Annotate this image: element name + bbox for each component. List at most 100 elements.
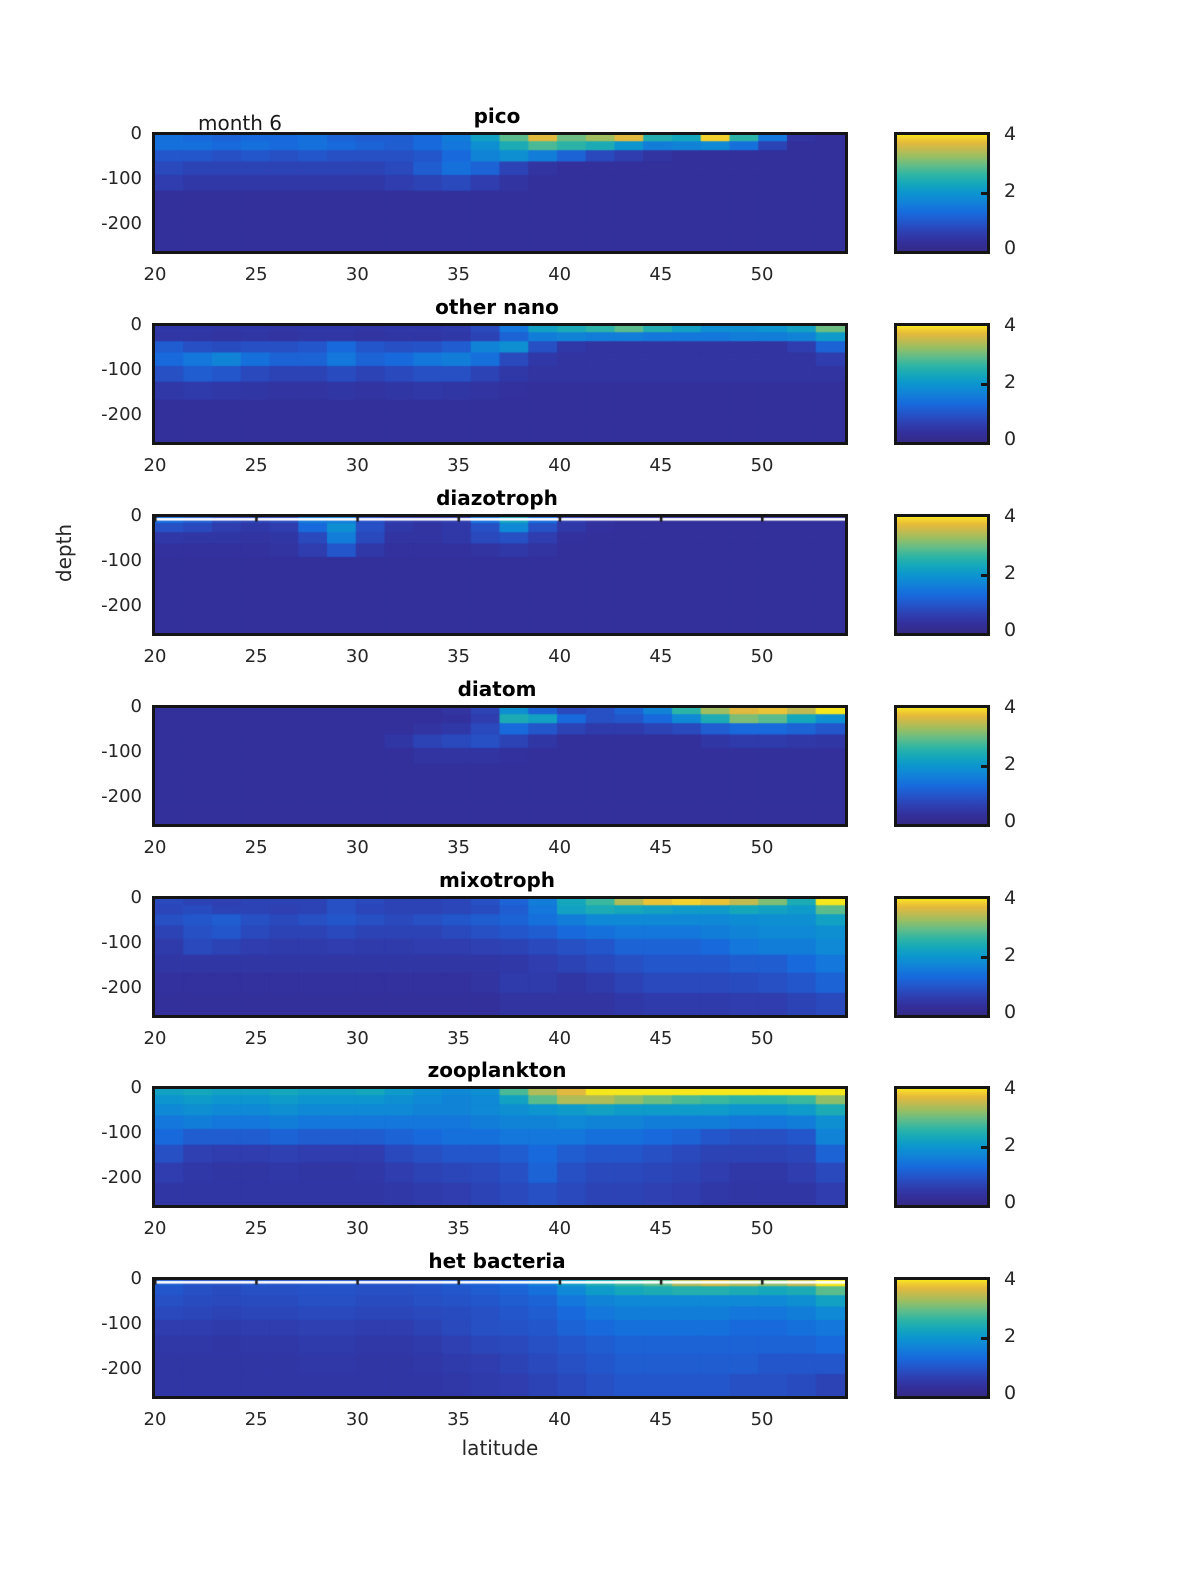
x-tick-label: 40 (548, 837, 572, 858)
colorbar-tick-label: 0 (1004, 619, 1017, 641)
x-tick-label: 45 (649, 1409, 673, 1430)
colorbar-tick-label: 4 (1004, 1268, 1017, 1290)
colorbar-mid-tick (981, 192, 987, 195)
panel-title-mixotroph: mixotroph (438, 868, 556, 892)
x-tick-label: 25 (244, 837, 268, 858)
colorbar-zooplankton (894, 1086, 990, 1208)
y-tick-label: -100 (101, 931, 142, 953)
colorbar-tick-label: 4 (1004, 505, 1017, 527)
colorbar-tick-label: 4 (1004, 123, 1017, 145)
x-tick-label: 20 (143, 264, 167, 285)
x-tick-label: 50 (750, 264, 774, 285)
y-tick-label: -200 (101, 976, 142, 998)
x-tick-label: 30 (345, 1218, 369, 1239)
x-tick-label: 50 (750, 1409, 774, 1430)
x-tick-label: 25 (244, 646, 268, 667)
y-tick-label: -100 (101, 1312, 142, 1334)
y-tick-label: -100 (101, 740, 142, 762)
heatmap-canvas-diazotroph (155, 517, 845, 633)
heatmap-canvas-diatom (155, 708, 845, 824)
x-tick-label: 35 (447, 646, 470, 667)
colorbar-tick-label: 4 (1004, 314, 1017, 336)
x-tick-label: 50 (750, 455, 774, 476)
colorbar-diazotroph (894, 514, 990, 636)
colorbar-tick-label: 0 (1004, 810, 1017, 832)
heatmap-panel-diazotroph (152, 514, 848, 636)
panel-title-diazotroph: diazotroph (436, 486, 558, 510)
heatmap-panel-other-nano (152, 323, 848, 445)
x-tick-label: 45 (649, 264, 673, 285)
y-tick-label: 0 (130, 123, 142, 144)
y-tick-label: -200 (101, 212, 142, 234)
x-tick-label: 50 (750, 646, 774, 667)
colorbar-mid-tick (981, 956, 987, 959)
x-tick-label: 25 (244, 455, 268, 476)
x-tick-label: 30 (345, 264, 369, 285)
panel-title-het-bacteria: het bacteria (428, 1249, 566, 1273)
heatmap-panel-zooplankton (152, 1086, 848, 1208)
x-tick-label: 25 (244, 1409, 268, 1430)
y-tick-label: 0 (130, 505, 142, 526)
heatmap-canvas-zooplankton (155, 1089, 845, 1205)
x-tick-label: 25 (244, 1028, 268, 1049)
x-tick-label: 25 (244, 1218, 268, 1239)
colorbar-pico (894, 132, 990, 254)
x-tick-label: 30 (345, 646, 369, 667)
y-tick-label: -100 (101, 1121, 142, 1143)
panel-title-other-nano: other nano (435, 295, 559, 319)
heatmap-panel-diatom (152, 705, 848, 827)
x-tick-label: 40 (548, 455, 572, 476)
x-tick-label: 25 (244, 264, 268, 285)
heatmap-canvas-het-bacteria (155, 1280, 845, 1396)
x-tick-label: 35 (447, 1409, 470, 1430)
y-tick-label: 0 (130, 1268, 142, 1289)
x-tick-label: 45 (649, 1218, 673, 1239)
colorbar-mid-tick (981, 574, 987, 577)
colorbar-tick-label: 0 (1004, 1001, 1017, 1023)
annotation-month-label: month 6 (198, 111, 282, 135)
y-tick-label: 0 (130, 1077, 142, 1098)
y-tick-label: 0 (130, 314, 142, 335)
colorbar-tick-label: 2 (1004, 1325, 1017, 1347)
y-tick-label: -100 (101, 167, 142, 189)
x-tick-label: 50 (750, 1218, 774, 1239)
heatmap-canvas-other-nano (155, 326, 845, 442)
x-tick-label: 35 (447, 264, 470, 285)
y-tick-label: -200 (101, 594, 142, 616)
x-tick-label: 40 (548, 264, 572, 285)
y-tick-label: -200 (101, 785, 142, 807)
colorbar-mid-tick (981, 1337, 987, 1340)
x-tick-label: 35 (447, 1028, 470, 1049)
x-tick-label: 50 (750, 837, 774, 858)
x-tick-label: 30 (345, 1409, 369, 1430)
x-tick-label: 20 (143, 646, 167, 667)
panel-title-diatom: diatom (457, 677, 537, 701)
heatmap-panel-pico (152, 132, 848, 254)
x-tick-label: 40 (548, 1409, 572, 1430)
colorbar-mixotroph (894, 896, 990, 1018)
y-tick-label: -200 (101, 403, 142, 425)
y-tick-label: -100 (101, 358, 142, 380)
xlabel-latitude: latitude (461, 1436, 539, 1460)
y-tick-label: 0 (130, 696, 142, 717)
colorbar-tick-label: 0 (1004, 428, 1017, 450)
x-tick-label: 20 (143, 837, 167, 858)
colorbar-tick-label: 2 (1004, 944, 1017, 966)
y-tick-label: -200 (101, 1166, 142, 1188)
x-tick-label: 45 (649, 1028, 673, 1049)
x-tick-label: 40 (548, 646, 572, 667)
x-tick-label: 40 (548, 1028, 572, 1049)
x-tick-label: 40 (548, 1218, 572, 1239)
colorbar-mid-tick (981, 765, 987, 768)
heatmap-panel-mixotroph (152, 896, 848, 1018)
panel-title-pico: pico (473, 104, 521, 128)
x-tick-label: 30 (345, 455, 369, 476)
ylabel-depth: depth (52, 523, 76, 583)
colorbar-tick-label: 0 (1004, 1382, 1017, 1404)
colorbar-other-nano (894, 323, 990, 445)
colorbar-tick-label: 2 (1004, 753, 1017, 775)
x-tick-label: 45 (649, 837, 673, 858)
colorbar-tick-label: 2 (1004, 371, 1017, 393)
heatmap-canvas-mixotroph (155, 899, 845, 1015)
colorbar-tick-label: 2 (1004, 1134, 1017, 1156)
